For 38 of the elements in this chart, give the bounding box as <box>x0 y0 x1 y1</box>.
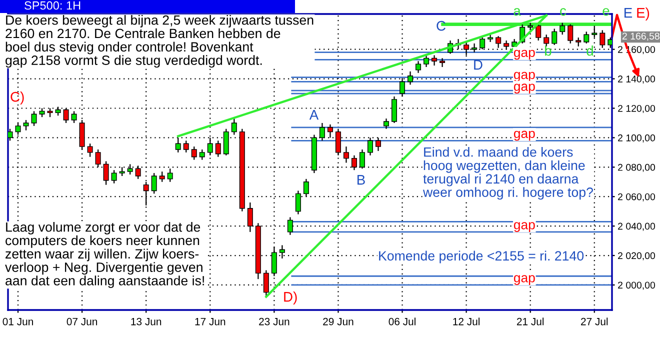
annotation: C) <box>10 92 24 104</box>
ref-line-label: gap <box>514 50 535 60</box>
ref-line-label: gap <box>514 72 535 82</box>
y-tick-label: 2 080,00 <box>618 164 656 172</box>
ref-line-label: gap <box>514 130 535 141</box>
x-tick-label: 13 Jun <box>131 318 162 326</box>
annotation: B <box>358 175 365 185</box>
x-tick-label: 27 Jul <box>581 318 608 326</box>
x-tick-label: 21 Jul <box>516 318 544 326</box>
annotation: Laag volume zorgt er voor dat de computers de koers neer kunnen zetten waar zij willen. Zijw koers- verloop + Neg. Divergentie geven aan dat een daling aanstaande is! <box>5 222 204 288</box>
y-tick-label: 2 140,00 <box>618 76 656 84</box>
x-tick-label: 12 Jul <box>453 318 480 326</box>
y-tick-label: 2 000,00 <box>618 282 656 290</box>
x-tick-label: 17 Jun <box>195 318 226 326</box>
annotation: D) <box>284 292 297 304</box>
text: E) <box>637 8 650 20</box>
annotation: Komende periode <2155 = ri. 2140 <box>379 250 584 264</box>
ref-line-label: gap <box>514 84 535 94</box>
text: 2 166,58 <box>622 32 660 41</box>
y-tick-label: 2 060,00 <box>618 193 656 202</box>
x-tick-label: 01 Jun <box>2 318 33 326</box>
annotation: Eind v.d. maand de koers hoog wegzetten, dan kleine terugval ri 2140 en daarna weer omhoog ri. hogere top? <box>422 147 593 200</box>
text: E <box>624 8 632 18</box>
y-tick-label: 2 100,00 <box>618 134 656 142</box>
x-tick-label: 06 Jul <box>388 318 416 326</box>
x-tick-label: 29 Jun <box>323 318 354 326</box>
x-tick-label: 23 Jun <box>259 318 290 326</box>
y-tick-label: 2 040,00 <box>618 222 656 231</box>
ref-line-label: gap <box>514 275 535 285</box>
y-tick-label: 2 120,00 <box>618 104 656 114</box>
annotation: C <box>436 20 446 31</box>
annotation: De koers beweegt al bijna 2,5 week zijwaarts tussen 2160 en 2170. De Centrale Banken hebben de boel dus stevig onder controle! Bovenkant gap 2158 vormt S die stug verdedigd wordt. <box>6 15 314 68</box>
ref-line-label: gap <box>514 222 535 232</box>
annotation: A <box>309 110 319 120</box>
x-tick-label: 07 Jun <box>66 318 98 326</box>
y-tick-label: 2 020,00 <box>618 252 656 260</box>
annotation: D <box>474 60 482 70</box>
chart-title: SP500: 1H <box>24 1 80 10</box>
